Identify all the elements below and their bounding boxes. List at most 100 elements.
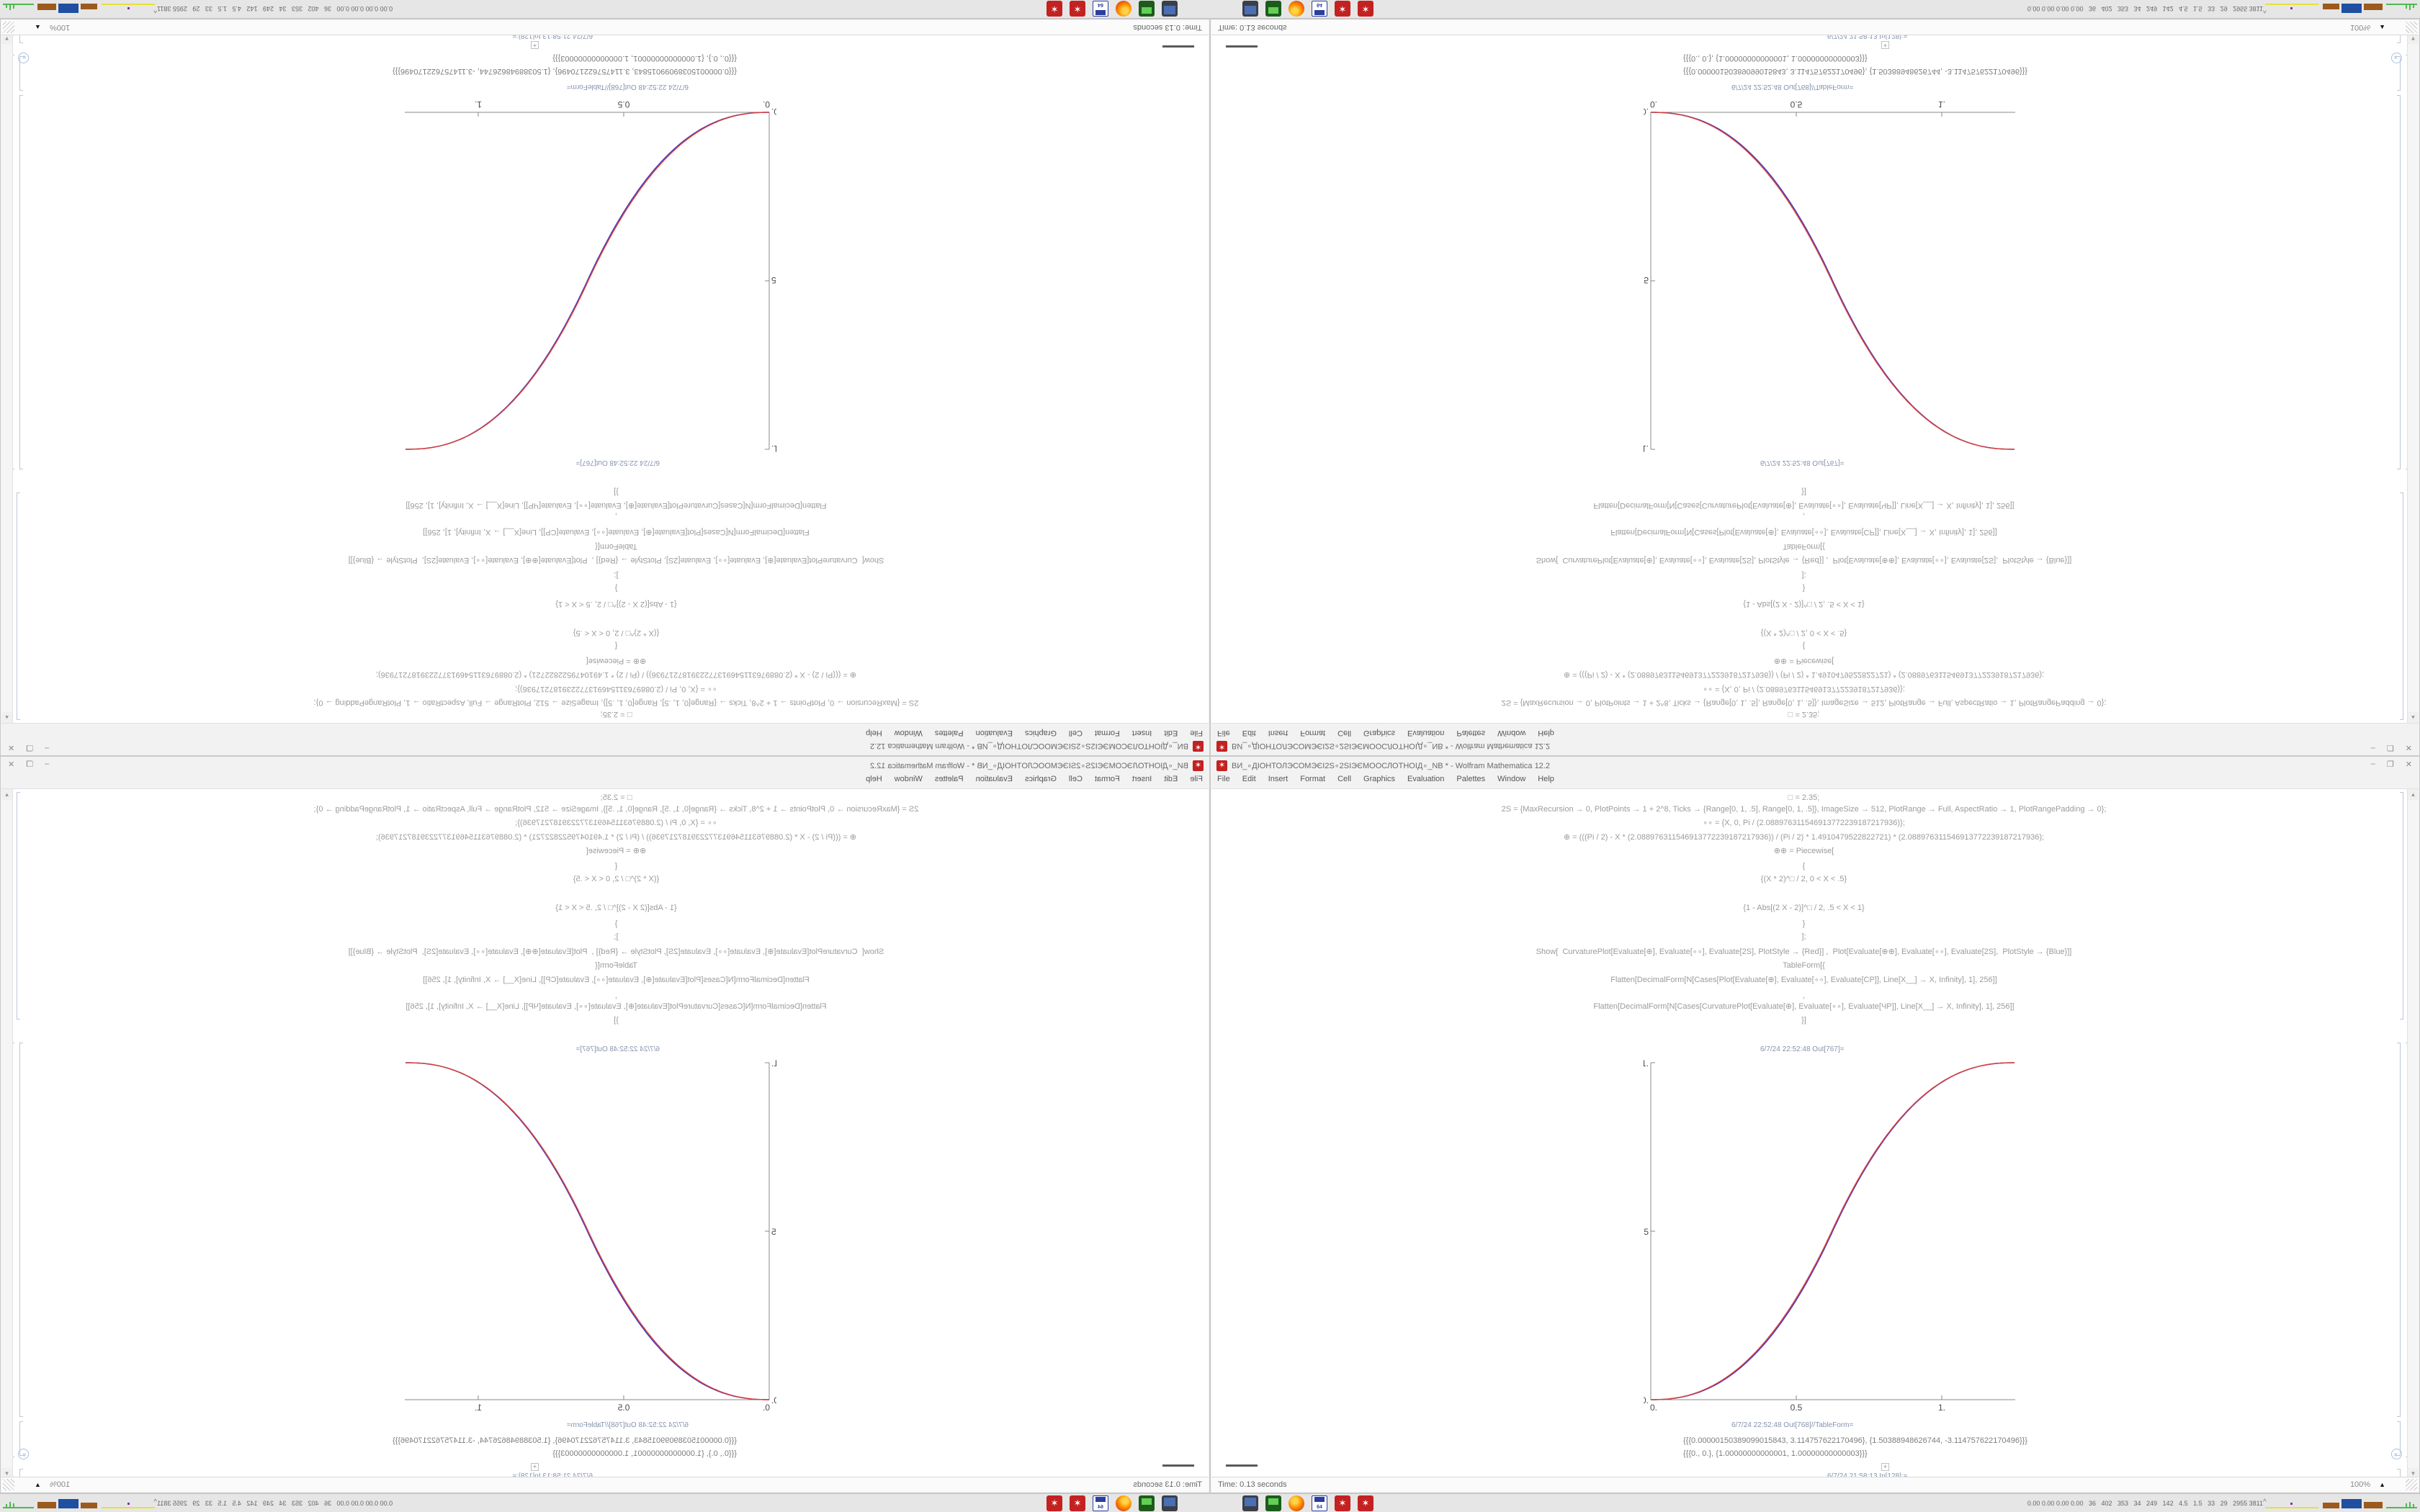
code-cell-line[interactable]: ⊕⊕ = Piecewise[ <box>586 657 647 665</box>
menu-help[interactable]: Help <box>866 729 882 737</box>
code-cell-line[interactable]: {(X * 2)^□ / 2, 0 < X < .5} <box>1760 629 1847 637</box>
code-cell-line[interactable]: ⊕⊕ = Piecewise[ <box>586 847 647 855</box>
firefox-icon[interactable] <box>1289 1495 1304 1511</box>
code-cell-line[interactable]: TableForm[{ <box>1783 961 1825 970</box>
menu-cell[interactable]: Cell <box>1337 729 1352 737</box>
code-cell-line[interactable]: ]; <box>614 932 619 941</box>
menu-evaluation[interactable]: Evaluation <box>1407 775 1445 783</box>
plot-cell-bracket[interactable] <box>2397 1043 2401 1417</box>
code-cell-line[interactable]: □ = 2.35; <box>600 710 632 719</box>
code-cell-line[interactable]: Flatten[DecimalForm[N[Cases[Plot[Evaluat… <box>1610 528 1997 536</box>
vertical-scrollbar[interactable]: ▲ ▼ <box>2407 35 2419 723</box>
code-cell-line[interactable]: Flatten[DecimalForm[N[Cases[CurvaturePlo… <box>405 501 827 510</box>
magnification-control[interactable]: 100% ▲ <box>2350 23 2385 32</box>
insert-cell-plus-icon[interactable]: + <box>1881 41 1889 49</box>
plot-cell-bracket[interactable] <box>19 95 23 469</box>
menu-insert[interactable]: Insert <box>1268 729 1289 737</box>
code-cell-line[interactable]: Flatten[DecimalForm[N[Cases[Plot[Evaluat… <box>1610 976 1997 984</box>
scroll-up-arrow-icon[interactable]: ▲ <box>1 712 12 723</box>
code-cell-line[interactable]: □ = 2.35; <box>1788 710 1820 719</box>
scroll-down-arrow-icon[interactable]: ▼ <box>2408 1468 2419 1477</box>
code-cell-line[interactable]: {(X * 2)^□ / 2, 0 < X < .5} <box>1760 875 1847 883</box>
scroll-up-arrow-icon[interactable]: ▲ <box>2408 712 2419 723</box>
in-cell-bracket[interactable] <box>19 35 23 43</box>
zoom-dropdown-triangle-icon[interactable]: ▲ <box>35 1481 41 1488</box>
code-cell-line[interactable]: { <box>614 862 618 870</box>
mathematica-icon-2[interactable]: ✶ <box>1047 1 1062 17</box>
resize-grip[interactable] <box>3 1479 14 1490</box>
menu-format[interactable]: Format <box>1300 729 1326 737</box>
menu-cell[interactable]: Cell <box>1068 729 1083 737</box>
code-cell-line[interactable]: }] <box>614 1016 619 1025</box>
package-manager-icon[interactable] <box>1139 1495 1155 1511</box>
code-cell-line[interactable]: Show[ CurvaturePlot[Evaluate[⊕], Evaluat… <box>348 556 884 564</box>
menu-edit[interactable]: Edit <box>1242 775 1256 783</box>
menu-edit[interactable]: Edit <box>1164 775 1178 783</box>
code-cell-line[interactable]: Flatten[DecimalForm[N[Cases[Plot[Evaluat… <box>423 528 810 536</box>
close-button[interactable]: ✕ <box>2405 743 2412 752</box>
resize-grip[interactable] <box>3 22 14 33</box>
code-cell-line[interactable]: TableForm[{ <box>595 961 637 970</box>
menu-graphics[interactable]: Graphics <box>1024 729 1057 737</box>
menu-edit[interactable]: Edit <box>1164 729 1178 737</box>
code-cell-line[interactable]: ∘∘ = {X, 0, Pi / (2.08897631154691377223… <box>1703 819 1905 827</box>
restore-button[interactable]: ❐ <box>26 760 34 769</box>
code-cell-line[interactable]: Flatten[DecimalForm[N[Cases[CurvaturePlo… <box>1593 501 2015 510</box>
input-cell-bracket[interactable] <box>17 792 20 1020</box>
code-cell-line[interactable]: TableForm[{ <box>1783 542 1825 551</box>
firefox-icon[interactable] <box>1116 1 1131 17</box>
mathematica-icon[interactable]: ✶ <box>1070 1495 1085 1511</box>
magnification-control[interactable]: 100% ▲ <box>35 23 70 32</box>
menu-evaluation[interactable]: Evaluation <box>1407 729 1445 737</box>
menu-insert[interactable]: Insert <box>1131 775 1152 783</box>
code-cell-line[interactable]: ⊕⊕ = Piecewise[ <box>1773 847 1834 855</box>
input-cell-bracket[interactable] <box>17 492 20 720</box>
in-cell-bracket[interactable] <box>2397 1469 2401 1477</box>
hwinfo64-icon[interactable]: 64 <box>1093 1 1108 17</box>
code-cell-line[interactable]: Flatten[DecimalForm[N[Cases[CurvaturePlo… <box>405 1002 827 1011</box>
menu-format[interactable]: Format <box>1094 775 1120 783</box>
menu-cell[interactable]: Cell <box>1068 775 1083 783</box>
code-cell-line[interactable]: 2Ѕ = {MaxRecursion → 0, PlotPoints → 1 +… <box>1501 698 2107 707</box>
insert-cell-plus-icon[interactable]: + <box>531 41 539 49</box>
code-cell-line[interactable]: TableForm[{ <box>595 542 637 551</box>
menu-format[interactable]: Format <box>1300 775 1326 783</box>
menu-graphics[interactable]: Graphics <box>1024 775 1057 783</box>
menu-palettes[interactable]: Palettes <box>1456 729 1486 737</box>
menu-window[interactable]: Window <box>1497 729 1526 737</box>
in-cell-bracket[interactable] <box>2397 35 2401 43</box>
resize-grip[interactable] <box>2406 1479 2417 1490</box>
expand-output-chevron-icon[interactable]: » <box>2391 1449 2402 1459</box>
menu-evaluation[interactable]: Evaluation <box>975 729 1013 737</box>
close-button[interactable]: ✕ <box>8 743 15 752</box>
menu-palettes[interactable]: Palettes <box>934 775 964 783</box>
scroll-down-arrow-icon[interactable]: ▼ <box>2408 35 2419 44</box>
code-cell-line[interactable]: } <box>1802 919 1806 928</box>
expand-output-chevron-icon[interactable]: » <box>18 53 29 63</box>
zoom-dropdown-triangle-icon[interactable]: ▲ <box>2379 1481 2385 1488</box>
horizontal-scrollbar-thumb[interactable] <box>1162 45 1194 48</box>
menu-window[interactable]: Window <box>1497 775 1526 783</box>
code-cell-line[interactable]: } <box>614 919 618 928</box>
code-cell-line[interactable]: }] <box>1801 1016 1806 1025</box>
code-cell-line[interactable]: ⊕ = (((Pi / 2) - X * (2.0889763115469137… <box>1563 833 2045 842</box>
code-cell-line[interactable]: ⊕ = (((Pi / 2) - X * (2.0889763115469137… <box>1563 670 2045 679</box>
magnification-control[interactable]: 100% ▲ <box>2350 1480 2385 1489</box>
menu-file[interactable]: File <box>1217 729 1230 737</box>
menu-window[interactable]: Window <box>894 729 923 737</box>
horizontal-scrollbar-thumb[interactable] <box>1226 1464 1258 1467</box>
input-cell-bracket[interactable] <box>2400 792 2403 1020</box>
close-button[interactable]: ✕ <box>8 760 15 769</box>
minimize-button[interactable]: – <box>45 744 50 752</box>
close-button[interactable]: ✕ <box>2405 760 2412 769</box>
code-cell-line[interactable]: { <box>1802 642 1806 650</box>
menu-palettes[interactable]: Palettes <box>934 729 964 737</box>
system-monitor-icon[interactable] <box>1162 1 1178 17</box>
code-cell-line[interactable]: }] <box>1801 487 1806 496</box>
code-cell-line[interactable]: {1 - Abs[(2 X - 2)]^□ / 2, .5 < X < 1} <box>1743 904 1865 912</box>
code-cell-line[interactable]: 2Ѕ = {MaxRecursion → 0, PlotPoints → 1 +… <box>313 698 919 707</box>
mathematica-icon-2[interactable]: ✶ <box>1047 1495 1062 1511</box>
menu-help[interactable]: Help <box>866 775 882 783</box>
menu-help[interactable]: Help <box>1538 729 1554 737</box>
code-cell-line[interactable]: ∘∘ = {X, 0, Pi / (2.08897631154691377223… <box>1703 685 1905 693</box>
